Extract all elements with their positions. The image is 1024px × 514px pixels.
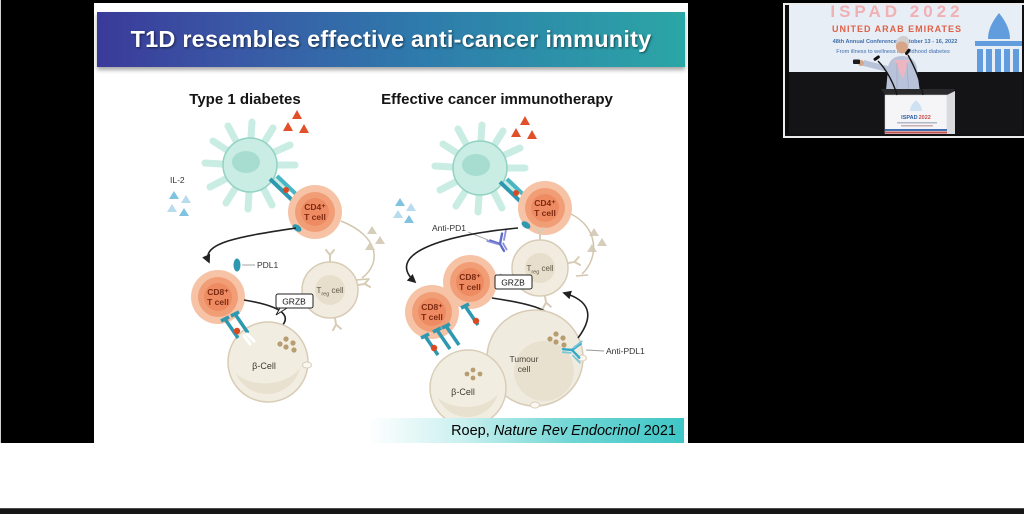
anti-pd1-antibody-icon <box>486 229 508 253</box>
tumour-label: Tumour <box>510 354 539 364</box>
anti-pdl1-antibody-icon <box>561 340 583 364</box>
cd8-label: CD8⁺ <box>459 272 481 282</box>
tumour-label-2: cell <box>518 364 531 374</box>
page-title: T1D resembles effective anti-cancer immu… <box>130 26 652 52</box>
panel-heading-type1-diabetes: Type 1 diabetes <box>189 91 301 108</box>
beta-cell-label: β-Cell <box>451 387 475 397</box>
blockade-arrow-icon <box>562 290 589 339</box>
speaker-shirt <box>894 60 909 79</box>
cd8-label: CD8⁺ <box>421 302 443 312</box>
backdrop-tagline: From illness to wellness in childhood di… <box>836 49 950 55</box>
tcr-granzyme-contact-icon <box>219 310 256 346</box>
speaker-video-scene: ISPAD 2022 UNITED ARAB EMIRATES 48th Ann… <box>785 5 1022 135</box>
footer-band: Abu Dhabi ISPAD 2022 UNITED ARAB <box>0 443 1024 508</box>
cd8-label-2: T cell <box>207 297 229 307</box>
anti-pd1-label: Anti-PD1 <box>432 223 466 233</box>
il2-triangles-icon <box>393 198 416 223</box>
citation-text: Roep, Nature Rev Endocrinol 2021 <box>451 422 676 439</box>
mhc-tcr-synapse-icon <box>268 174 300 202</box>
cancer-immunotherapy-panel: CD4⁺ T cell Anti-PD1 <box>393 116 645 418</box>
antigen-triangles-icon <box>511 116 537 139</box>
pdl1-receptor-icon <box>233 258 241 272</box>
beige-triangles-icon <box>365 226 385 250</box>
backdrop-country: UNITED ARAB EMIRATES <box>832 24 962 34</box>
pdl1-label: PDL1 <box>257 260 279 270</box>
speaker-hair <box>895 35 909 48</box>
cd4-label: CD4⁺ <box>304 202 326 212</box>
microphone-icons <box>873 48 924 96</box>
beta-cell-label: β-Cell <box>252 361 276 371</box>
treg-label: Treg cell <box>316 286 343 298</box>
backdrop-mosque-icon <box>975 13 1022 72</box>
activation-arrow-icon <box>405 227 519 284</box>
antigen-triangles-icon <box>283 110 309 133</box>
slide-title-bar: T1D resembles effective anti-cancer immu… <box>97 12 685 67</box>
speaker-video-feed: ISPAD 2022 UNITED ARAB EMIRATES 48th Ann… <box>783 3 1024 138</box>
citation-bar: Roep, Nature Rev Endocrinol 2021 <box>368 418 684 443</box>
anti-pdl1-label: Anti-PDL1 <box>606 346 645 356</box>
il2-label: IL-2 <box>170 175 185 185</box>
presenter-clicker-icon <box>853 59 860 64</box>
activation-arrow-icon <box>202 227 297 264</box>
grzb-label-box: GRZB <box>275 293 314 316</box>
backdrop-conference-line: 48th Annual Conference | October 13 - 16… <box>833 39 958 45</box>
window-edge-line <box>0 0 1 443</box>
svg-text:GRZB: GRZB <box>501 278 525 288</box>
treg-label: Treg cell <box>526 264 553 276</box>
cd8-label-2: T cell <box>421 312 443 322</box>
podium-mosque-icon <box>910 100 922 111</box>
tcr-granzyme-contact-icon <box>419 302 480 357</box>
bottom-black-bar <box>0 508 1024 514</box>
podium-ispad-label: ISPAD2022 <box>901 115 931 121</box>
beta-cell: β-Cell <box>227 321 312 403</box>
svg-text:GRZB: GRZB <box>282 297 306 307</box>
cd8-label: CD8⁺ <box>207 287 229 297</box>
presentation-slide: T1D resembles effective anti-cancer immu… <box>94 3 688 443</box>
il2-triangles-icon <box>167 191 191 216</box>
grzb-label-box: GRZB <box>494 274 533 290</box>
immunity-diagram: CD4⁺ T cell IL-2 <box>167 110 645 418</box>
treg-inhibition-line-icon <box>570 213 595 275</box>
type1-diabetes-panel: CD4⁺ T cell IL-2 <box>167 110 385 403</box>
beta-cell: β-Cell <box>429 349 507 418</box>
cd4-label: CD4⁺ <box>534 198 556 208</box>
cd8-label-2: T cell <box>459 282 481 292</box>
tumour-cell: Tumour cell <box>486 309 587 409</box>
podium: ISPAD2022 <box>881 89 955 135</box>
dendritic-cell-icon <box>205 122 295 209</box>
cd4-label-2: T cell <box>534 208 556 218</box>
backdrop-title-partial: ISPAD 2022 <box>830 5 963 21</box>
cd4-label-2: T cell <box>304 212 326 222</box>
dendritic-cell-icon <box>435 125 525 212</box>
panel-heading-cancer-immunotherapy: Effective cancer immunotherapy <box>381 91 613 108</box>
